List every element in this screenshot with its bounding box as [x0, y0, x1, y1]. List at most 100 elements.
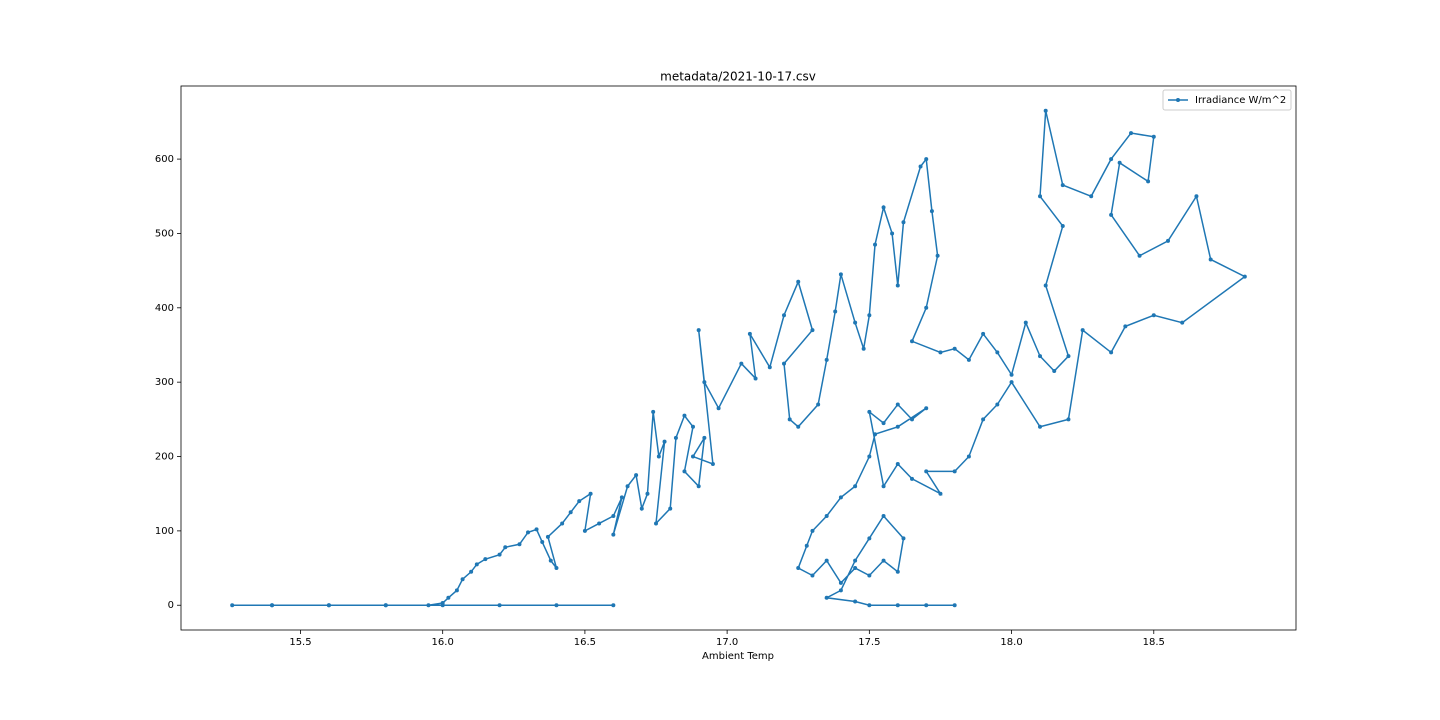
data-point	[838, 588, 843, 593]
data-point	[873, 242, 878, 247]
data-point	[270, 603, 275, 608]
data-point	[540, 540, 545, 545]
data-point	[1208, 257, 1213, 262]
data-point	[696, 484, 701, 489]
data-point	[1123, 324, 1128, 329]
data-point	[1129, 131, 1134, 136]
data-point	[881, 558, 886, 563]
data-point	[1151, 313, 1156, 318]
data-point	[924, 469, 929, 474]
data-point	[935, 253, 940, 258]
x-tick-label: 18.5	[1143, 637, 1165, 648]
data-point	[881, 205, 886, 210]
data-point	[952, 346, 957, 351]
y-tick-label: 500	[155, 228, 174, 239]
data-point	[710, 461, 715, 466]
data-point	[824, 595, 829, 600]
data-point	[853, 599, 858, 604]
data-point	[867, 603, 872, 608]
data-point	[995, 402, 1000, 407]
data-point	[867, 573, 872, 578]
data-point	[1043, 283, 1048, 288]
data-point	[1009, 372, 1014, 377]
data-point	[881, 514, 886, 519]
data-point	[895, 402, 900, 407]
data-point	[895, 603, 900, 608]
data-point	[867, 313, 872, 318]
data-point	[816, 402, 821, 407]
y-tick-label: 0	[168, 600, 174, 611]
data-point	[568, 510, 573, 515]
data-point	[454, 588, 459, 593]
data-point	[383, 603, 388, 608]
data-point	[1009, 380, 1014, 385]
data-point	[796, 566, 801, 571]
data-point	[995, 350, 1000, 355]
data-point	[545, 534, 550, 539]
data-point	[554, 603, 559, 608]
x-tick-label: 15.5	[289, 637, 311, 648]
data-point	[611, 603, 616, 608]
data-point	[1052, 369, 1057, 374]
data-point	[966, 357, 971, 362]
x-tick-label: 18.0	[1000, 637, 1022, 648]
data-point	[1060, 224, 1065, 229]
data-point	[497, 603, 502, 608]
data-point	[881, 421, 886, 426]
data-point	[651, 409, 656, 414]
data-point	[611, 514, 616, 519]
data-point	[426, 603, 431, 608]
data-point	[782, 361, 787, 366]
data-point	[654, 521, 659, 526]
data-point	[1038, 424, 1043, 429]
data-point	[938, 350, 943, 355]
data-point	[796, 424, 801, 429]
data-point	[853, 320, 858, 325]
data-point	[1109, 157, 1114, 162]
x-axis-label: Ambient Temp	[702, 651, 774, 662]
data-point	[577, 499, 582, 504]
data-point	[938, 491, 943, 496]
data-point	[696, 328, 701, 333]
data-point	[230, 603, 235, 608]
data-point	[910, 476, 915, 481]
data-point	[867, 536, 872, 541]
data-point	[673, 435, 678, 440]
x-tick-label: 17.0	[716, 637, 738, 648]
legend-marker	[1176, 98, 1180, 102]
data-point	[910, 417, 915, 422]
data-point	[810, 573, 815, 578]
data-point	[1023, 320, 1028, 325]
data-point	[497, 552, 502, 557]
data-point	[838, 580, 843, 585]
data-point	[824, 558, 829, 563]
data-point	[873, 432, 878, 437]
data-point	[833, 309, 838, 314]
data-point	[1038, 194, 1043, 199]
plot-frame	[180, 85, 1297, 631]
data-point	[682, 469, 687, 474]
data-point	[901, 220, 906, 225]
data-point	[966, 454, 971, 459]
data-point	[1137, 253, 1142, 258]
data-point	[929, 209, 934, 214]
data-point	[662, 439, 667, 444]
data-point	[526, 530, 531, 535]
y-tick-label: 600	[155, 154, 174, 165]
data-point	[924, 603, 929, 608]
data-point	[619, 495, 624, 500]
data-point	[924, 157, 929, 162]
data-point	[853, 566, 858, 571]
data-point	[639, 506, 644, 511]
data-point	[1146, 179, 1151, 184]
data-point	[1089, 194, 1094, 199]
data-point	[867, 409, 872, 414]
data-point	[753, 376, 758, 381]
y-tick-label: 100	[155, 526, 174, 537]
data-point	[787, 417, 792, 422]
legend-label: Irradiance W/m^2	[1195, 95, 1286, 106]
data-point	[668, 506, 673, 511]
data-point	[796, 279, 801, 284]
y-tick-label: 400	[155, 303, 174, 314]
x-tick-label: 16.0	[432, 637, 454, 648]
